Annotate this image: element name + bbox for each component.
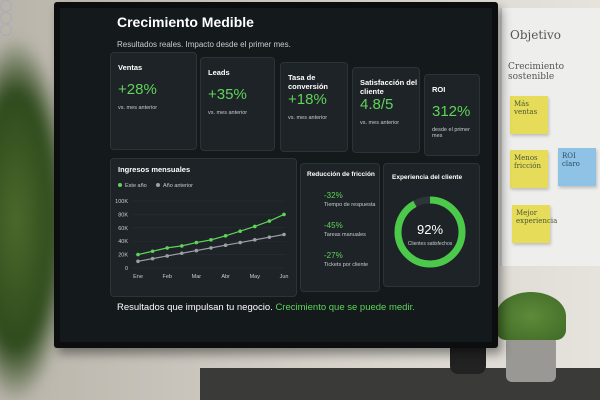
data-point: [150, 249, 155, 254]
data-point: [136, 252, 140, 257]
data-point: [136, 259, 140, 264]
donut-arc: [394, 196, 466, 268]
kpi-note: vs. mes anterior: [208, 110, 248, 116]
kpi-label: Leads: [208, 68, 230, 77]
footer-text: Resultados que impulsan tu negocio.: [117, 302, 273, 313]
y-tick-label: 60K: [118, 226, 128, 232]
kpi-note: desde el primer mes: [432, 127, 470, 139]
kpi-value: +35%: [208, 86, 247, 103]
kpi-card: ROI 312% desde el primer mes: [424, 74, 480, 156]
data-point: [282, 212, 286, 217]
data-point: [209, 238, 213, 242]
y-tick-label: 40K: [118, 239, 128, 245]
kpi-card: Leads +35% vs. mes anterior: [200, 57, 275, 151]
dashboard-title: Crecimiento Medible: [117, 14, 254, 30]
legend-swatch: [118, 183, 122, 187]
kpi-label: ROI: [432, 85, 446, 94]
footer: Resultados que impulsan tu negocio. Crec…: [117, 302, 415, 313]
whiteboard-title: Objetivo: [510, 28, 562, 42]
friction-label: Tickets por cliente: [324, 262, 369, 268]
kpi-value: 4.8/5: [360, 96, 394, 113]
friction-value: -32%: [324, 191, 343, 200]
friction-title: Reducción de fricción: [307, 171, 375, 178]
friction-label: Tiempo de respuesta: [324, 202, 376, 208]
data-point: [253, 238, 257, 242]
data-point: [223, 243, 228, 248]
kpi-label: Tasa de conversión: [288, 73, 329, 91]
kpi-value: 312%: [432, 103, 471, 120]
x-tick-label: Abr: [221, 274, 230, 280]
donut-caption: Clientes satisfechos: [408, 241, 453, 247]
friction-icon: [0, 24, 12, 36]
kpi-label: Ventas: [118, 63, 143, 72]
kpi-note: vs. mes anterior: [118, 105, 158, 111]
friction-value: -27%: [324, 251, 343, 260]
footer-highlight: Crecimiento que se puede medir.: [275, 302, 415, 313]
friction-icon: [0, 12, 12, 24]
data-point: [223, 234, 228, 238]
experience-title: Experiencia del cliente: [392, 174, 463, 181]
data-point: [267, 235, 272, 239]
pot: [506, 336, 556, 382]
kpi-card: Ventas +28% vs. mes anterior: [110, 52, 197, 150]
data-point: [253, 224, 257, 229]
sticky-note: Más ventas: [510, 96, 548, 134]
data-point: [282, 232, 286, 237]
friction-card: [300, 163, 380, 292]
y-tick-label: 80K: [118, 212, 128, 218]
data-point: [238, 229, 242, 233]
kpi-value: +28%: [118, 81, 157, 98]
legend-label: Año anterior: [163, 183, 193, 189]
sticky-note: Menos fricción: [510, 150, 548, 188]
data-point: [165, 246, 169, 250]
kpi-label: Satisfacción del cliente: [360, 78, 418, 96]
legend-swatch: [156, 183, 160, 187]
whiteboard-subtitle: Crecimiento sostenible: [508, 62, 565, 82]
x-tick-label: Ene: [133, 274, 143, 280]
friction-icon: [0, 0, 12, 12]
kpi-card: Satisfacción del cliente 4.8/5 vs. mes ant…: [352, 67, 420, 153]
data-point: [180, 251, 184, 256]
x-tick-label: Feb: [162, 274, 171, 280]
sticky-note: Mejor experiencia: [512, 205, 557, 243]
kpi-note: vs. mes anterior: [360, 120, 400, 126]
y-tick-label: 20K: [118, 253, 128, 259]
x-tick-label: May: [250, 274, 261, 280]
friction-value: -45%: [324, 221, 343, 230]
y-tick-label: 100K: [115, 199, 128, 205]
dashboard-subtitle: Resultados reales. Impacto desde el prim…: [117, 40, 291, 49]
chart-title: Ingresos mensuales: [118, 165, 190, 174]
data-point: [267, 219, 272, 223]
y-tick-label: 0: [125, 266, 128, 272]
x-tick-label: Mar: [192, 274, 202, 280]
data-point: [165, 254, 169, 258]
legend-label: Este año: [125, 183, 147, 189]
friction-label: Tareas manuales: [324, 232, 366, 238]
data-point: [180, 244, 184, 248]
data-point: [194, 248, 199, 253]
x-tick-label: Jun: [280, 274, 289, 280]
revenue-card: [110, 158, 297, 297]
kpi-value: +18%: [288, 91, 327, 108]
data-point: [194, 240, 199, 245]
kpi-note: vs. mes anterior: [288, 115, 328, 121]
kpi-card: Tasa de conversión +18% vs. mes anterior: [280, 62, 348, 152]
data-point: [209, 246, 213, 250]
data-point: [150, 256, 155, 261]
sticky-note: ROI claro: [558, 148, 596, 186]
plant: [496, 292, 566, 340]
donut-label: 92%: [417, 222, 443, 237]
data-point: [238, 240, 242, 245]
